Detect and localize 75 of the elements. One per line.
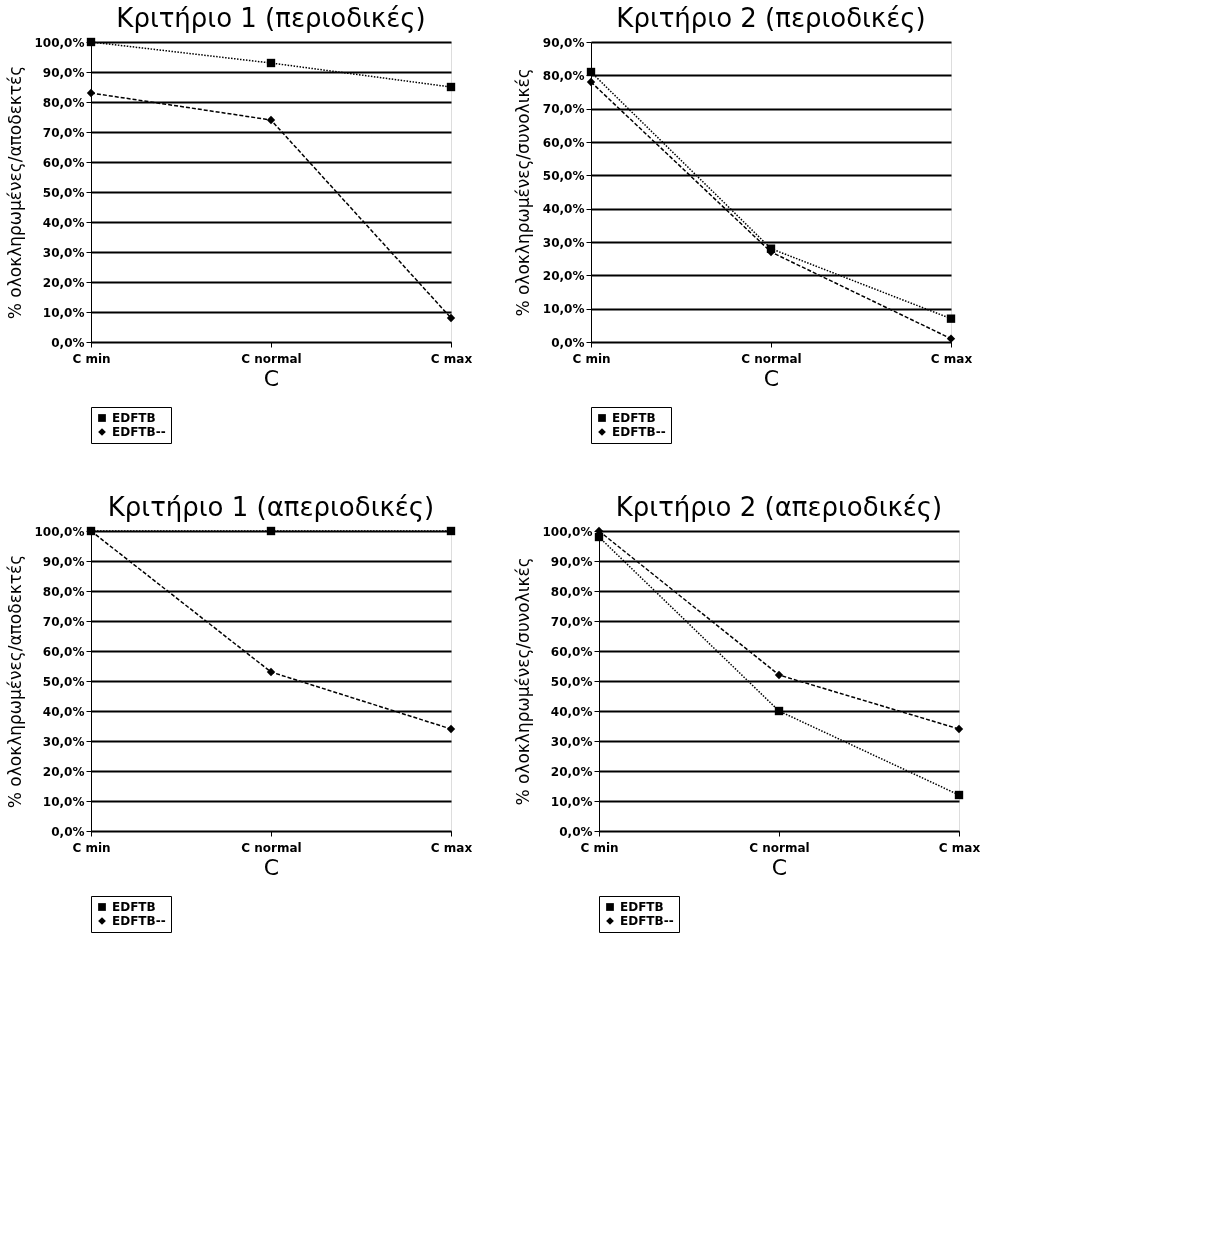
y-tick-label: 30,0%	[42, 734, 85, 749]
x-axis-title: C	[263, 854, 280, 880]
y-tick-label: 60,0%	[42, 155, 85, 170]
y-tick-label: 90,0%	[42, 65, 85, 80]
y-tick-label: 70,0%	[550, 614, 593, 629]
y-tick-label: 20,0%	[42, 275, 85, 290]
y-tick-label: 90,0%	[42, 554, 85, 569]
x-axis-title: C	[771, 854, 788, 880]
legend-label: EDFTB--	[612, 425, 666, 439]
y-tick-label: 20,0%	[550, 764, 593, 779]
x-tick-label: C normal	[749, 840, 810, 855]
x-axis-title: C	[263, 365, 280, 391]
chart-title: Κριτήριο 2 (απεριοδικές)	[615, 492, 943, 522]
y-tick-label: 60,0%	[42, 644, 85, 659]
y-axis-title: % ολοκληρωμένες/αποδεκτές	[4, 65, 25, 320]
x-tick-label: C min	[72, 351, 111, 366]
x-axis-title: C	[763, 365, 780, 391]
y-tick-label: 20,0%	[542, 268, 585, 283]
y-tick-label: 80,0%	[42, 95, 85, 110]
y-axis-title: % ολοκληρωμένες/συνολικές	[512, 68, 533, 317]
y-tick-label: 80,0%	[550, 584, 593, 599]
legend-label: EDFTB	[112, 900, 156, 914]
y-tick-label: 40,0%	[42, 215, 85, 230]
y-tick-label: 20,0%	[42, 764, 85, 779]
y-tick-label: 40,0%	[542, 202, 585, 217]
x-tick-label: C max	[430, 840, 473, 855]
y-tick-label: 70,0%	[542, 102, 585, 117]
y-axis-title: % ολοκληρωμένες/αποδεκτές	[4, 554, 25, 809]
y-tick-label: 70,0%	[42, 614, 85, 629]
y-tick-label: 50,0%	[550, 674, 593, 689]
y-tick-label: 40,0%	[42, 704, 85, 719]
y-tick-label: 40,0%	[550, 704, 593, 719]
y-tick-label: 10,0%	[42, 794, 85, 809]
y-tick-label: 90,0%	[550, 554, 593, 569]
legend-label: EDFTB	[612, 411, 656, 425]
x-tick-label: C normal	[741, 351, 802, 366]
y-tick-label: 0,0%	[51, 824, 85, 839]
y-tick-label: 50,0%	[42, 674, 85, 689]
y-tick-label: 10,0%	[542, 302, 585, 317]
y-tick-label: 60,0%	[542, 135, 585, 150]
x-tick-label: C max	[938, 840, 981, 855]
y-tick-label: 100,0%	[34, 524, 85, 539]
legend-label: EDFTB	[620, 900, 664, 914]
y-tick-label: 100,0%	[34, 35, 85, 50]
chart-title: Κριτήριο 1 (απεριοδικές)	[107, 492, 435, 522]
x-tick-label: C min	[72, 840, 111, 855]
y-tick-label: 30,0%	[542, 235, 585, 250]
chart-title: Κριτήριο 2 (περιοδικές)	[616, 3, 926, 33]
y-tick-label: 10,0%	[42, 305, 85, 320]
y-tick-label: 0,0%	[551, 335, 585, 350]
y-tick-label: 50,0%	[542, 168, 585, 183]
legend-label: EDFTB--	[112, 914, 166, 928]
y-tick-label: 80,0%	[542, 68, 585, 83]
x-tick-label: C normal	[241, 840, 302, 855]
x-tick-label: C normal	[241, 351, 302, 366]
y-tick-label: 30,0%	[42, 245, 85, 260]
y-tick-label: 50,0%	[42, 185, 85, 200]
legend-label: EDFTB--	[112, 425, 166, 439]
y-tick-label: 10,0%	[550, 794, 593, 809]
y-tick-label: 60,0%	[550, 644, 593, 659]
x-tick-label: C min	[580, 840, 619, 855]
y-tick-label: 90,0%	[542, 35, 585, 50]
x-tick-label: C max	[930, 351, 973, 366]
y-tick-label: 0,0%	[559, 824, 593, 839]
x-tick-label: C min	[572, 351, 611, 366]
y-tick-label: 30,0%	[550, 734, 593, 749]
y-tick-label: 100,0%	[542, 524, 593, 539]
legend-label: EDFTB--	[620, 914, 674, 928]
legend-label: EDFTB	[112, 411, 156, 425]
y-tick-label: 80,0%	[42, 584, 85, 599]
chart-title: Κριτήριο 1 (περιοδικές)	[116, 3, 426, 33]
y-tick-label: 70,0%	[42, 125, 85, 140]
x-tick-label: C max	[430, 351, 473, 366]
y-tick-label: 0,0%	[51, 335, 85, 350]
y-axis-title: % ολοκληρωμένες/συνολικές	[512, 557, 533, 806]
